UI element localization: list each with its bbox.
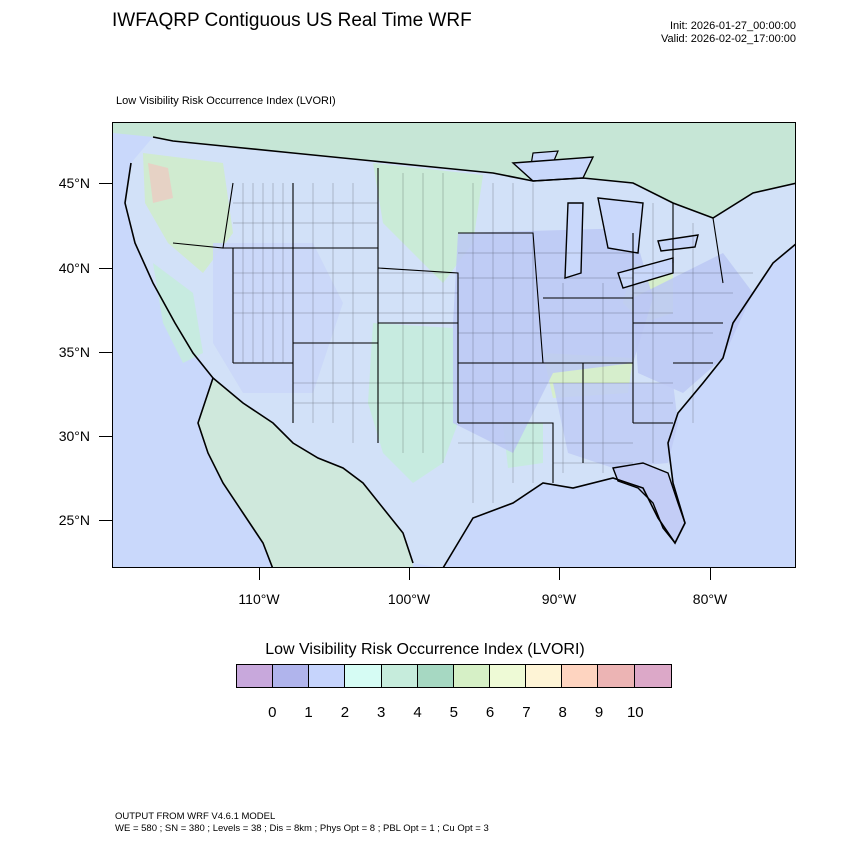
zone-northern-plains: [373, 163, 483, 283]
colorbar-box: [345, 665, 382, 687]
colorbar-tick-label: 3: [377, 704, 386, 721]
lon-label-90: 90°W: [541, 591, 577, 607]
colorbar-box: [381, 665, 418, 687]
colorbar-box: [273, 665, 310, 687]
mexico-land: [198, 378, 413, 567]
colorbar: [236, 664, 672, 688]
lat-tick-25: [99, 520, 112, 521]
field-subtitle: Low Visibility Risk Occurrence Index (LV…: [116, 95, 336, 107]
colorbar-tick-label: 9: [594, 704, 604, 721]
colorbar-box: [453, 665, 490, 687]
colorbar-box: [562, 665, 599, 687]
lat-tick-40: [99, 268, 112, 269]
colorbar-tick-label: 2: [340, 704, 350, 721]
zone-california: [153, 263, 203, 363]
colorbar-box: [237, 665, 274, 687]
lat-label-25: 25°N: [58, 512, 90, 528]
lat-label-30: 30°N: [58, 428, 90, 444]
lat-tick-45: [99, 183, 112, 184]
lake-ontario: [657, 234, 699, 252]
lon-label-100: 100°W: [387, 591, 431, 607]
colorbar-tick-label: 1: [304, 704, 313, 721]
colorbar-box: [489, 665, 527, 687]
lon-label-80: 80°W: [692, 591, 728, 607]
valid-time: Valid: 2026-02-02_17:00:00: [661, 33, 796, 45]
lake-huron: [597, 197, 644, 254]
lon-tick-110: [259, 568, 260, 580]
lat-tick-30: [99, 436, 112, 437]
map-title: IWFAQRP Contiguous US Real Time WRF: [112, 10, 472, 31]
colorbar-tick-label: 10: [626, 704, 644, 721]
lat-label-35: 35°N: [58, 344, 90, 360]
map-panel: [112, 122, 796, 568]
colorbar-box: [417, 665, 454, 687]
mexico-border: [212, 377, 414, 564]
model-footer: OUTPUT FROM WRF V4.6.1 MODEL WE = 580 ; …: [115, 811, 489, 835]
lake-michigan: [564, 202, 584, 279]
colorbar-tick-label: 5: [449, 704, 458, 721]
lon-tick-100: [409, 568, 410, 580]
footer-line-2: WE = 580 ; SN = 380 ; Levels = 38 ; Dis …: [115, 823, 489, 834]
us-map-svg: [113, 123, 795, 567]
colorbar-box: [309, 665, 346, 687]
county-lines: [233, 173, 753, 503]
lon-tick-90: [559, 568, 560, 580]
colorbar-box: [598, 665, 635, 687]
zone-high-risk-cascades: [148, 163, 173, 203]
colorbar-tick-label: 8: [558, 704, 567, 721]
colorbar-tick-label: 7: [522, 704, 531, 721]
colorbar-box: [634, 665, 671, 687]
zone-southeast: [553, 383, 678, 468]
canada-border: [152, 136, 795, 219]
lat-tick-35: [99, 352, 112, 353]
lon-tick-80: [710, 568, 711, 580]
colorbar-tick-label: 6: [485, 704, 495, 721]
footer-line-1: OUTPUT FROM WRF V4.6.1 MODEL: [115, 811, 276, 822]
atlantic-gulf-coastline: [442, 243, 795, 567]
lat-label-45: 45°N: [58, 175, 90, 191]
init-time: Init: 2026-01-27_00:00:00: [670, 20, 796, 32]
colorbar-tick-label: 4: [413, 704, 422, 721]
lat-label-40: 40°N: [58, 260, 90, 276]
colorbar-tick-label: 0: [268, 704, 277, 721]
zone-great-basin: [213, 243, 343, 393]
init-valid-block: Init: 2026-01-27_00:00:00 Valid: 2026-02…: [661, 20, 796, 46]
colorbar-title: Low Visibility Risk Occurrence Index (LV…: [265, 641, 585, 658]
lon-label-110: 110°W: [238, 591, 280, 607]
colorbar-box: [526, 665, 563, 687]
canada-land: [113, 123, 795, 218]
